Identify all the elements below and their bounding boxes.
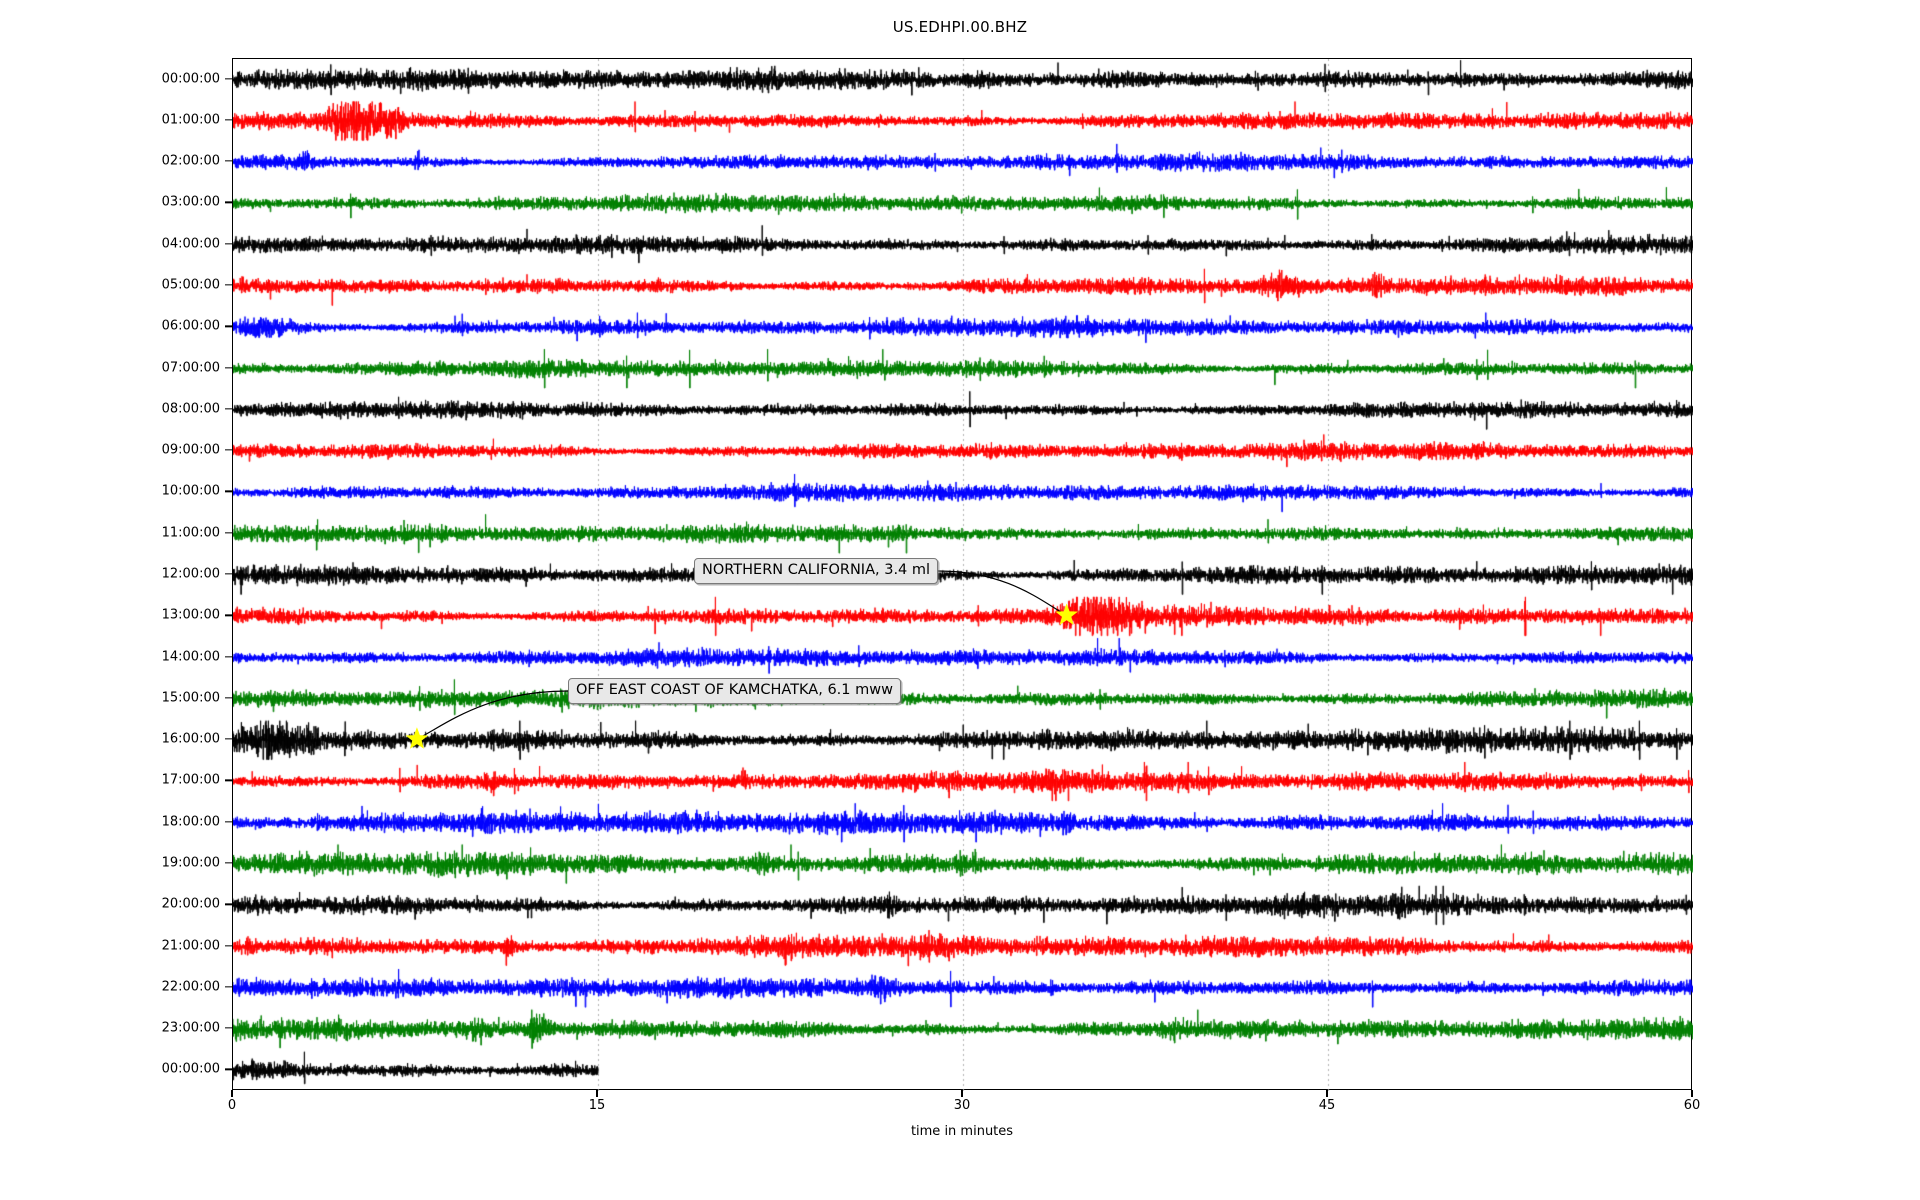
y-tick-label-hour: 01:00:00 [161, 112, 220, 128]
y-tick-mark [225, 490, 233, 493]
y-tick-label-hour: 11:00:00 [161, 525, 220, 541]
y-tick-label-hour: 09:00:00 [161, 442, 220, 458]
y-tick-mark [225, 1068, 233, 1071]
y-tick-label-hour: 00:00:00 [161, 1061, 220, 1077]
y-tick-mark [225, 573, 233, 575]
x-tick-mark [1691, 1090, 1693, 1097]
y-tick-label-hour: 18:00:00 [161, 814, 220, 830]
y-tick-mark [225, 325, 233, 327]
x-tick-mark [596, 1090, 598, 1097]
y-tick-label-hour: 13:00:00 [161, 607, 220, 623]
y-tick-label-hour: 15:00:00 [161, 690, 220, 706]
y-tick-mark [225, 738, 233, 740]
x-tick-label-minutes: 30 [953, 1098, 971, 1113]
y-tick-label-hour: 02:00:00 [161, 153, 220, 169]
y-tick-label-hour: 16:00:00 [161, 731, 220, 747]
y-tick-mark [225, 779, 233, 782]
y-tick-mark [225, 655, 233, 658]
x-tick-label-minutes: 45 [1318, 1098, 1336, 1113]
seismogram-traces-canvas [233, 59, 1693, 1091]
y-tick-mark [225, 532, 233, 534]
y-tick-mark [225, 944, 233, 947]
y-tick-mark [225, 697, 233, 699]
x-tick-mark [961, 1090, 963, 1097]
y-tick-label-hour: 12:00:00 [161, 566, 220, 582]
y-tick-mark [225, 986, 233, 988]
event-annotation-label[interactable]: OFF EAST COAST OF KAMCHATKA, 6.1 mww [568, 678, 901, 704]
y-tick-mark [225, 903, 233, 905]
plot-axes-frame [232, 58, 1693, 1091]
x-tick-mark [231, 1090, 233, 1097]
y-tick-label-hour: 04:00:00 [161, 236, 220, 252]
y-tick-label-hour: 07:00:00 [161, 360, 220, 376]
x-tick-mark [1326, 1090, 1328, 1097]
y-tick-label-hour: 21:00:00 [161, 938, 220, 954]
y-tick-mark [225, 284, 233, 286]
y-tick-mark [225, 77, 233, 80]
y-tick-label-hour: 14:00:00 [161, 649, 220, 665]
y-tick-mark [225, 408, 233, 410]
x-tick-label-minutes: 60 [1683, 1098, 1701, 1113]
y-tick-mark [225, 366, 233, 369]
y-tick-label-hour: 17:00:00 [161, 772, 220, 788]
y-tick-mark [225, 449, 233, 451]
page-title: US.EDHPI.00.BHZ [892, 18, 1028, 36]
y-tick-mark [225, 119, 233, 121]
y-tick-label-hour: 23:00:00 [161, 1020, 220, 1036]
y-tick-mark [225, 1027, 233, 1029]
y-tick-label-hour: 10:00:00 [161, 483, 220, 499]
y-tick-mark [225, 614, 233, 616]
x-tick-label-minutes: 15 [588, 1098, 606, 1113]
x-axis-title: time in minutes [910, 1124, 1014, 1139]
y-tick-mark [225, 243, 233, 245]
y-tick-label-hour: 08:00:00 [161, 401, 220, 417]
y-tick-mark [225, 201, 233, 204]
y-tick-label-hour: 03:00:00 [161, 194, 220, 210]
y-tick-label-hour: 19:00:00 [161, 855, 220, 871]
event-annotation-label[interactable]: NORTHERN CALIFORNIA, 3.4 ml [694, 558, 939, 584]
y-tick-mark [225, 160, 233, 162]
x-tick-label-minutes: 0 [227, 1098, 237, 1113]
y-tick-mark [225, 862, 233, 864]
y-tick-label-hour: 00:00:00 [161, 71, 220, 87]
y-tick-label-hour: 22:00:00 [161, 979, 220, 995]
y-tick-label-hour: 06:00:00 [161, 318, 220, 334]
y-tick-label-hour: 05:00:00 [161, 277, 220, 293]
y-tick-label-hour: 20:00:00 [161, 896, 220, 912]
y-tick-mark [225, 821, 233, 823]
